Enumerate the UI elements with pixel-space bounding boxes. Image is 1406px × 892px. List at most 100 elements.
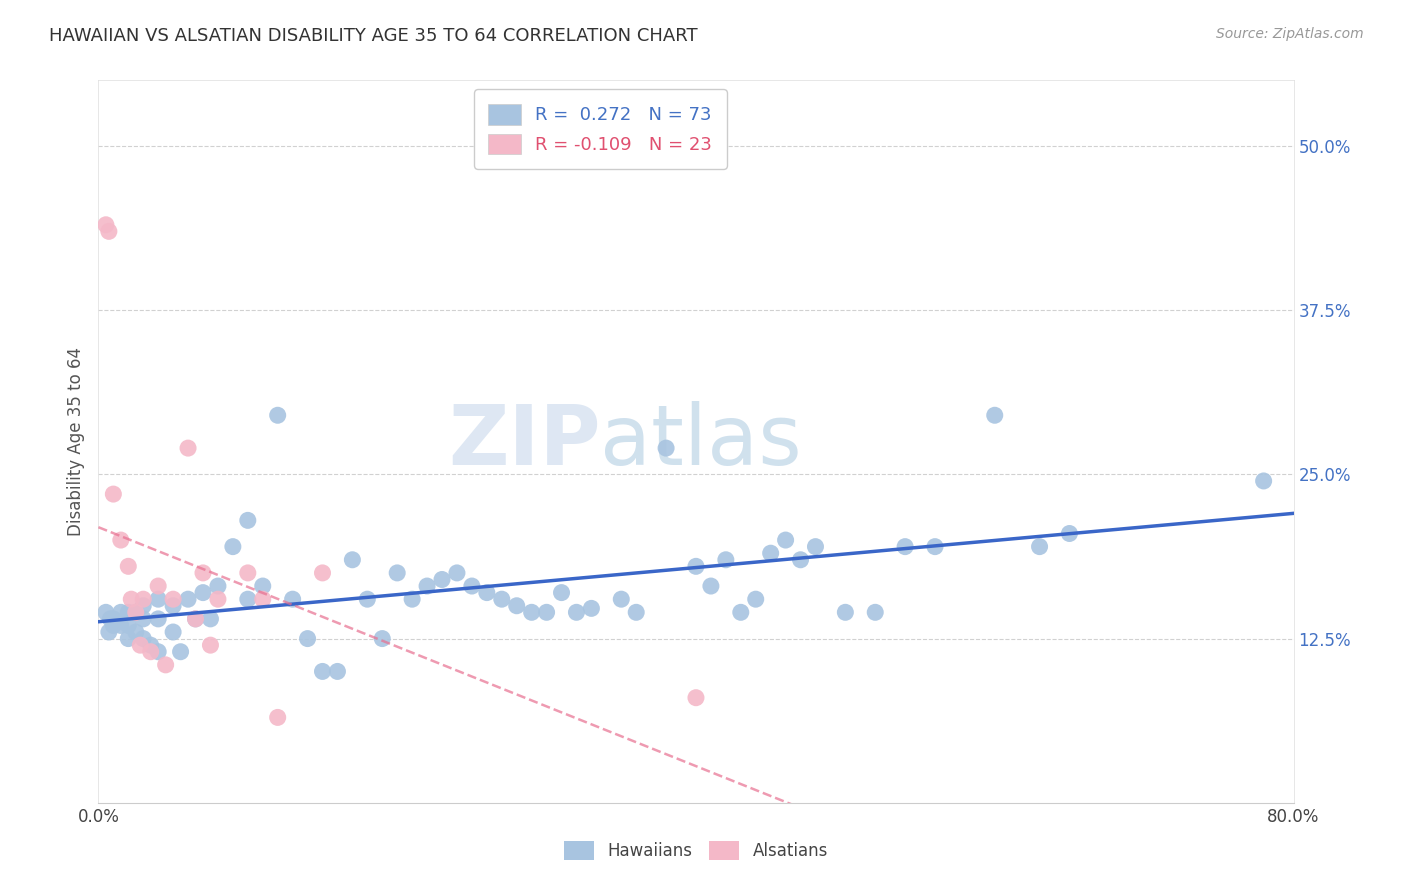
Point: [430, 573, 453, 587]
Point: [759, 546, 782, 560]
Point: [834, 605, 856, 619]
Point: [148, 612, 170, 626]
Point: [700, 579, 723, 593]
Point: [117, 559, 139, 574]
Point: [506, 599, 529, 613]
Point: [252, 579, 274, 593]
Point: [236, 592, 259, 607]
Point: [162, 625, 184, 640]
Point: [894, 540, 917, 554]
Point: [132, 599, 155, 613]
Point: [267, 409, 290, 423]
Point: [94, 218, 117, 232]
Point: [865, 605, 887, 619]
Point: [281, 592, 304, 607]
Point: [236, 513, 259, 527]
Point: [139, 645, 162, 659]
Point: [200, 612, 222, 626]
Point: [685, 559, 707, 574]
Text: ZIP: ZIP: [449, 401, 600, 482]
Point: [132, 592, 155, 607]
Point: [685, 690, 707, 705]
Point: [148, 592, 170, 607]
Point: [924, 540, 946, 554]
Point: [94, 605, 117, 619]
Point: [581, 601, 603, 615]
Point: [132, 632, 155, 646]
Point: [169, 645, 191, 659]
Point: [655, 441, 678, 455]
Text: HAWAIIAN VS ALSATIAN DISABILITY AGE 35 TO 64 CORRELATION CHART: HAWAIIAN VS ALSATIAN DISABILITY AGE 35 T…: [49, 27, 697, 45]
Point: [155, 657, 177, 672]
Point: [789, 553, 811, 567]
Legend: Hawaiians, Alsatians: Hawaiians, Alsatians: [557, 834, 835, 867]
Point: [97, 224, 120, 238]
Point: [222, 540, 245, 554]
Point: [200, 638, 222, 652]
Point: [730, 605, 752, 619]
Point: [491, 592, 513, 607]
Point: [775, 533, 797, 547]
Point: [401, 592, 423, 607]
Point: [1059, 526, 1081, 541]
Point: [97, 625, 120, 640]
Point: [371, 632, 394, 646]
Point: [162, 592, 184, 607]
Point: [98, 612, 122, 626]
Point: [550, 585, 572, 599]
Point: [207, 579, 229, 593]
Point: [804, 540, 827, 554]
Point: [1253, 474, 1275, 488]
Point: [177, 441, 200, 455]
Point: [184, 612, 207, 626]
Point: [626, 605, 648, 619]
Point: [446, 566, 468, 580]
Point: [110, 605, 132, 619]
Point: [132, 612, 155, 626]
Point: [125, 605, 148, 619]
Point: [117, 618, 139, 632]
Y-axis label: Disability Age 35 to 64: Disability Age 35 to 64: [66, 347, 84, 536]
Point: [117, 605, 139, 619]
Point: [356, 592, 378, 607]
Point: [297, 632, 319, 646]
Point: [714, 553, 737, 567]
Point: [207, 592, 229, 607]
Point: [385, 566, 409, 580]
Point: [326, 665, 349, 679]
Point: [745, 592, 768, 607]
Point: [536, 605, 558, 619]
Point: [148, 645, 170, 659]
Point: [125, 605, 148, 619]
Text: atlas: atlas: [600, 401, 801, 482]
Point: [120, 592, 142, 607]
Point: [461, 579, 484, 593]
Point: [117, 632, 139, 646]
Point: [103, 612, 125, 626]
Point: [475, 585, 498, 599]
Point: [110, 618, 132, 632]
Point: [148, 579, 170, 593]
Point: [311, 665, 333, 679]
Point: [984, 409, 1007, 423]
Text: Source: ZipAtlas.com: Source: ZipAtlas.com: [1216, 27, 1364, 41]
Point: [565, 605, 588, 619]
Point: [125, 625, 148, 640]
Point: [103, 618, 125, 632]
Point: [191, 566, 214, 580]
Point: [184, 612, 207, 626]
Point: [139, 638, 162, 652]
Point: [1028, 540, 1050, 554]
Point: [162, 599, 184, 613]
Point: [110, 533, 132, 547]
Point: [103, 487, 125, 501]
Point: [191, 585, 214, 599]
Point: [520, 605, 543, 619]
Point: [610, 592, 633, 607]
Point: [129, 638, 152, 652]
Point: [416, 579, 439, 593]
Point: [252, 592, 274, 607]
Point: [311, 566, 333, 580]
Point: [267, 710, 290, 724]
Point: [236, 566, 259, 580]
